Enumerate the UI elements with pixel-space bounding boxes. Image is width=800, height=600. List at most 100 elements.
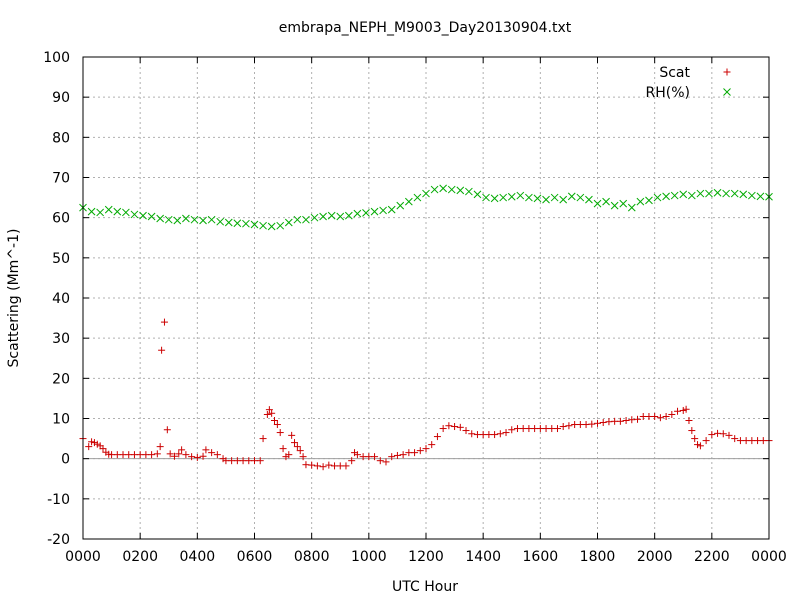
scat-point [299,453,307,461]
legend: Scat RH(%) [646,65,731,101]
rh-point [122,208,130,217]
rh-point [422,189,430,198]
rh-point [267,222,276,231]
scat-point [276,429,284,437]
scat-point [285,451,293,459]
rh-point [164,215,173,224]
scat-point [163,426,171,434]
scat-point [393,451,401,459]
x-tick-label: 0000 [65,549,101,565]
rh-point [130,210,139,219]
series-rh [79,184,773,231]
rh-point [379,206,387,215]
x-tick-label: 0000 [751,549,787,565]
scat-point [491,431,499,439]
scat-point [422,445,430,453]
scat-point [725,431,733,439]
y-axis-label: Scattering (Mm^-1) [6,229,22,368]
rh-point [284,218,293,227]
scat-point [388,453,396,461]
scat-point [685,417,693,425]
rh-point [302,215,310,224]
scat-point [193,453,201,461]
rh-point [199,216,207,225]
rh-point [156,214,165,223]
rh-point [250,220,259,229]
rh-point [336,212,345,221]
rh-point [319,212,327,221]
scat-point [175,450,183,458]
y-tick-label: 20 [52,371,70,387]
rh-point [413,193,422,202]
legend-label: RH(%) [646,85,690,101]
rh-point [113,207,122,216]
series-scat [79,318,773,471]
scat-point [156,443,164,451]
y-tick-label: 60 [52,211,70,227]
rh-point [182,214,190,223]
rh-point [739,190,748,199]
x-tick-label: 0200 [122,549,158,565]
scat-point [85,443,93,451]
rh-point [585,195,593,204]
scat-point [293,443,301,451]
rh-point [619,199,628,208]
scat-point [496,430,504,438]
rh-point [636,197,645,206]
rh-point [516,191,525,200]
rh-point [602,197,610,206]
series-layer [79,184,773,471]
scat-point [451,423,459,431]
scat-point [468,430,476,438]
scat-point [182,451,190,459]
rh-point [559,195,568,204]
rh-point [310,213,319,222]
rh-point [567,192,576,201]
rh-point [259,221,267,230]
scat-point [696,442,704,450]
scat-point [376,457,384,465]
y-tick-label: 40 [52,291,70,307]
rh-point [293,215,302,224]
ticks: -20 -10 0 10 20 30 40 50 60 70 80 90 100 0000 0200 0400… [43,50,787,565]
rh-point [473,190,482,199]
x-tick-label: 0400 [180,549,216,565]
scat-point [456,423,464,431]
scat-point [708,431,716,439]
rh-point [627,203,636,212]
rh-point [207,215,216,224]
scat-point [656,414,664,422]
y-tick-label: -20 [47,532,70,548]
scat-point [313,462,321,470]
scat-point [342,462,350,470]
y-tick-label: 70 [52,171,70,187]
scat-point [439,425,447,433]
x-tick-label: 0600 [237,549,273,565]
scat-point [445,422,453,430]
scat-point [271,417,279,425]
rh-point [224,218,233,227]
scat-point [308,461,316,469]
scat-point [325,461,333,469]
scat-point [694,441,702,449]
rh-point [550,193,559,202]
scat-point [288,431,296,439]
scat-point [688,427,696,435]
legend-marker [723,88,731,96]
scat-point [170,452,178,460]
rh-point [747,191,756,200]
rh-point [456,186,465,195]
rh-point [679,190,688,199]
scat-point [319,463,327,471]
x-tick-label: 2000 [637,549,673,565]
rh-point [670,191,679,200]
scat-point [416,447,424,455]
scat-point [502,429,510,437]
scat-point [202,446,210,454]
chart-title: embrapa_NEPH_M9003_Day20130904.txt [279,20,572,36]
scat-point [291,439,299,447]
y-tick-label: 10 [52,412,70,428]
rh-point [525,193,533,202]
y-tick-label: 30 [52,331,70,347]
